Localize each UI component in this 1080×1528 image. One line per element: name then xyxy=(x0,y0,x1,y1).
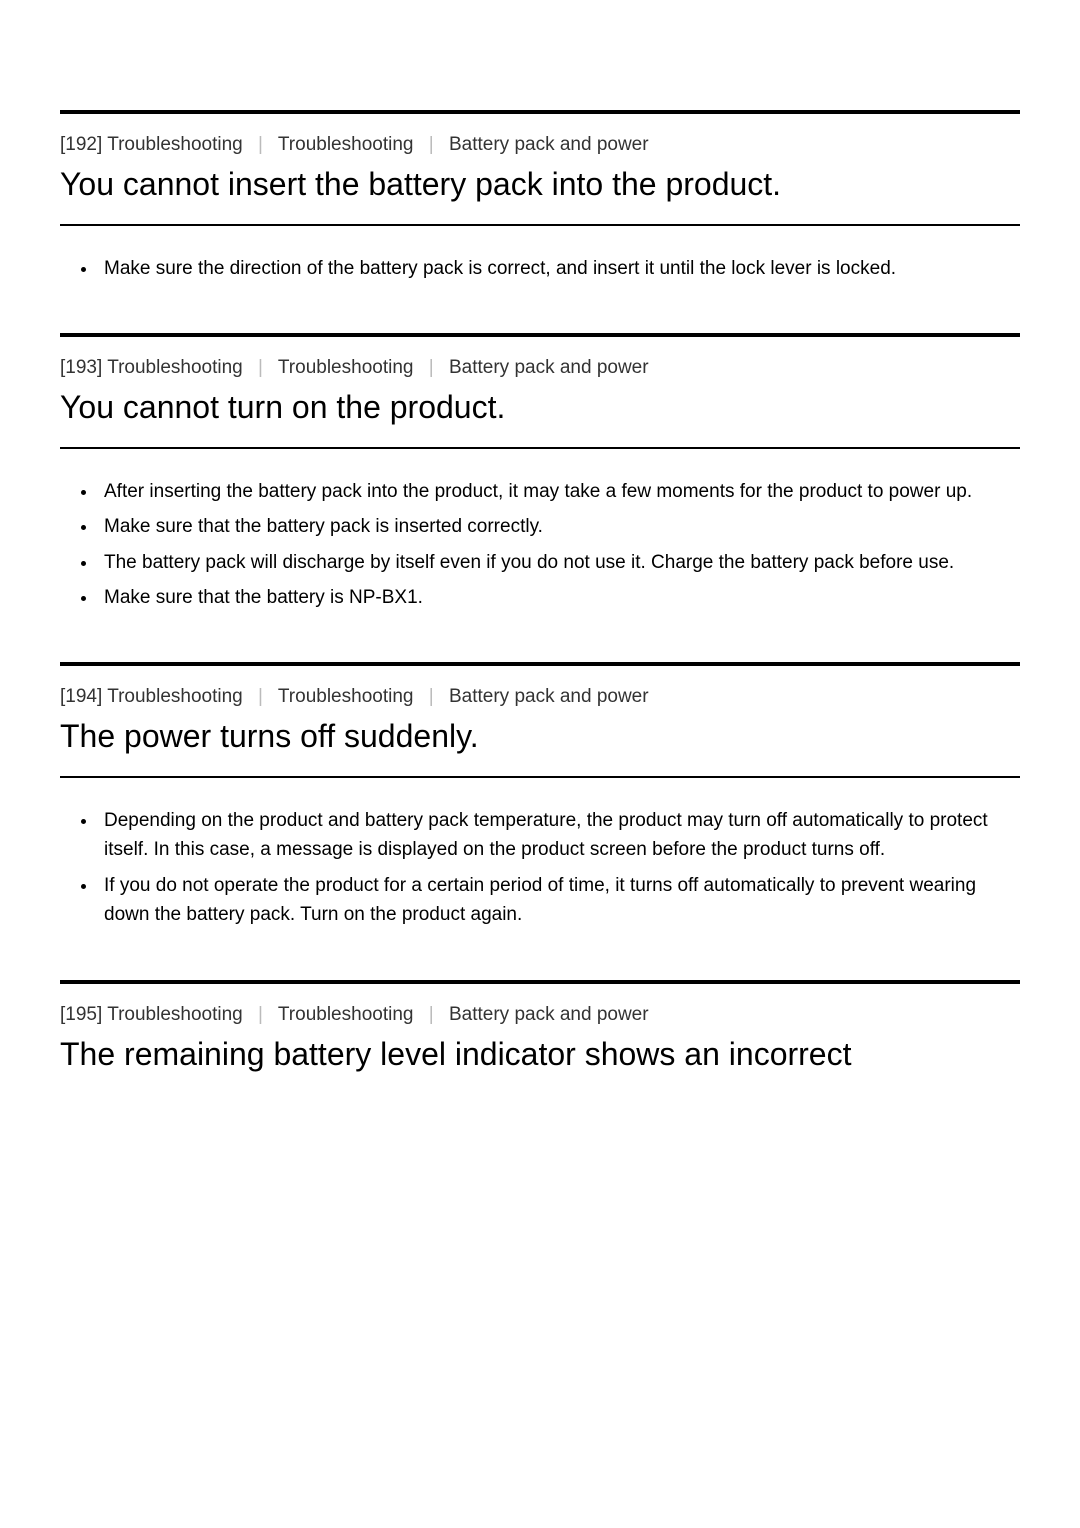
troubleshooting-section: [193] Troubleshooting | Troubleshooting … xyxy=(60,333,1020,612)
section-title-rule xyxy=(60,776,1020,778)
section-top-rule xyxy=(60,980,1020,984)
breadcrumb: [195] Troubleshooting | Troubleshooting … xyxy=(60,1004,1020,1026)
breadcrumb-part-3: Battery pack and power xyxy=(449,134,649,155)
troubleshooting-section: [192] Troubleshooting | Troubleshooting … xyxy=(60,110,1020,283)
breadcrumb-part-2: Troubleshooting xyxy=(278,686,414,707)
breadcrumb-part-2: Troubleshooting xyxy=(278,357,414,378)
breadcrumb-part-1: [193] Troubleshooting xyxy=(60,357,243,378)
list-item: Make sure the direction of the battery p… xyxy=(98,254,1020,283)
troubleshooting-section: [194] Troubleshooting | Troubleshooting … xyxy=(60,662,1020,929)
list-item: If you do not operate the product for a … xyxy=(98,871,1020,930)
breadcrumb: [192] Troubleshooting | Troubleshooting … xyxy=(60,134,1020,156)
breadcrumb-separator: | xyxy=(429,686,434,707)
breadcrumb: [193] Troubleshooting | Troubleshooting … xyxy=(60,357,1020,379)
breadcrumb-separator: | xyxy=(429,357,434,378)
section-title-rule xyxy=(60,447,1020,449)
breadcrumb-part-2: Troubleshooting xyxy=(278,1004,414,1025)
list-item: Make sure that the battery pack is inser… xyxy=(98,512,1020,541)
breadcrumb-part-1: [194] Troubleshooting xyxy=(60,686,243,707)
breadcrumb-separator: | xyxy=(429,1004,434,1025)
breadcrumb-separator: | xyxy=(429,134,434,155)
section-top-rule xyxy=(60,110,1020,114)
section-item-list: Depending on the product and battery pac… xyxy=(88,806,1020,930)
breadcrumb-part-3: Battery pack and power xyxy=(449,686,649,707)
section-top-rule xyxy=(60,662,1020,666)
section-title: You cannot insert the battery pack into … xyxy=(60,164,1020,206)
section-top-rule xyxy=(60,333,1020,337)
section-title: The remaining battery level indicator sh… xyxy=(60,1034,1020,1076)
breadcrumb-separator: | xyxy=(258,357,263,378)
list-item: After inserting the battery pack into th… xyxy=(98,477,1020,506)
breadcrumb-part-3: Battery pack and power xyxy=(449,357,649,378)
breadcrumb-separator: | xyxy=(258,1004,263,1025)
list-item: Make sure that the battery is NP-BX1. xyxy=(98,583,1020,612)
section-item-list: After inserting the battery pack into th… xyxy=(88,477,1020,613)
breadcrumb-part-1: [195] Troubleshooting xyxy=(60,1004,243,1025)
breadcrumb-separator: | xyxy=(258,134,263,155)
troubleshooting-section: [195] Troubleshooting | Troubleshooting … xyxy=(60,980,1020,1076)
list-item: Depending on the product and battery pac… xyxy=(98,806,1020,865)
breadcrumb-part-2: Troubleshooting xyxy=(278,134,414,155)
section-item-list: Make sure the direction of the battery p… xyxy=(88,254,1020,283)
breadcrumb-part-3: Battery pack and power xyxy=(449,1004,649,1025)
section-title: The power turns off suddenly. xyxy=(60,716,1020,758)
section-title-rule xyxy=(60,224,1020,226)
section-title: You cannot turn on the product. xyxy=(60,387,1020,429)
breadcrumb: [194] Troubleshooting | Troubleshooting … xyxy=(60,686,1020,708)
breadcrumb-part-1: [192] Troubleshooting xyxy=(60,134,243,155)
breadcrumb-separator: | xyxy=(258,686,263,707)
list-item: The battery pack will discharge by itsel… xyxy=(98,548,1020,577)
